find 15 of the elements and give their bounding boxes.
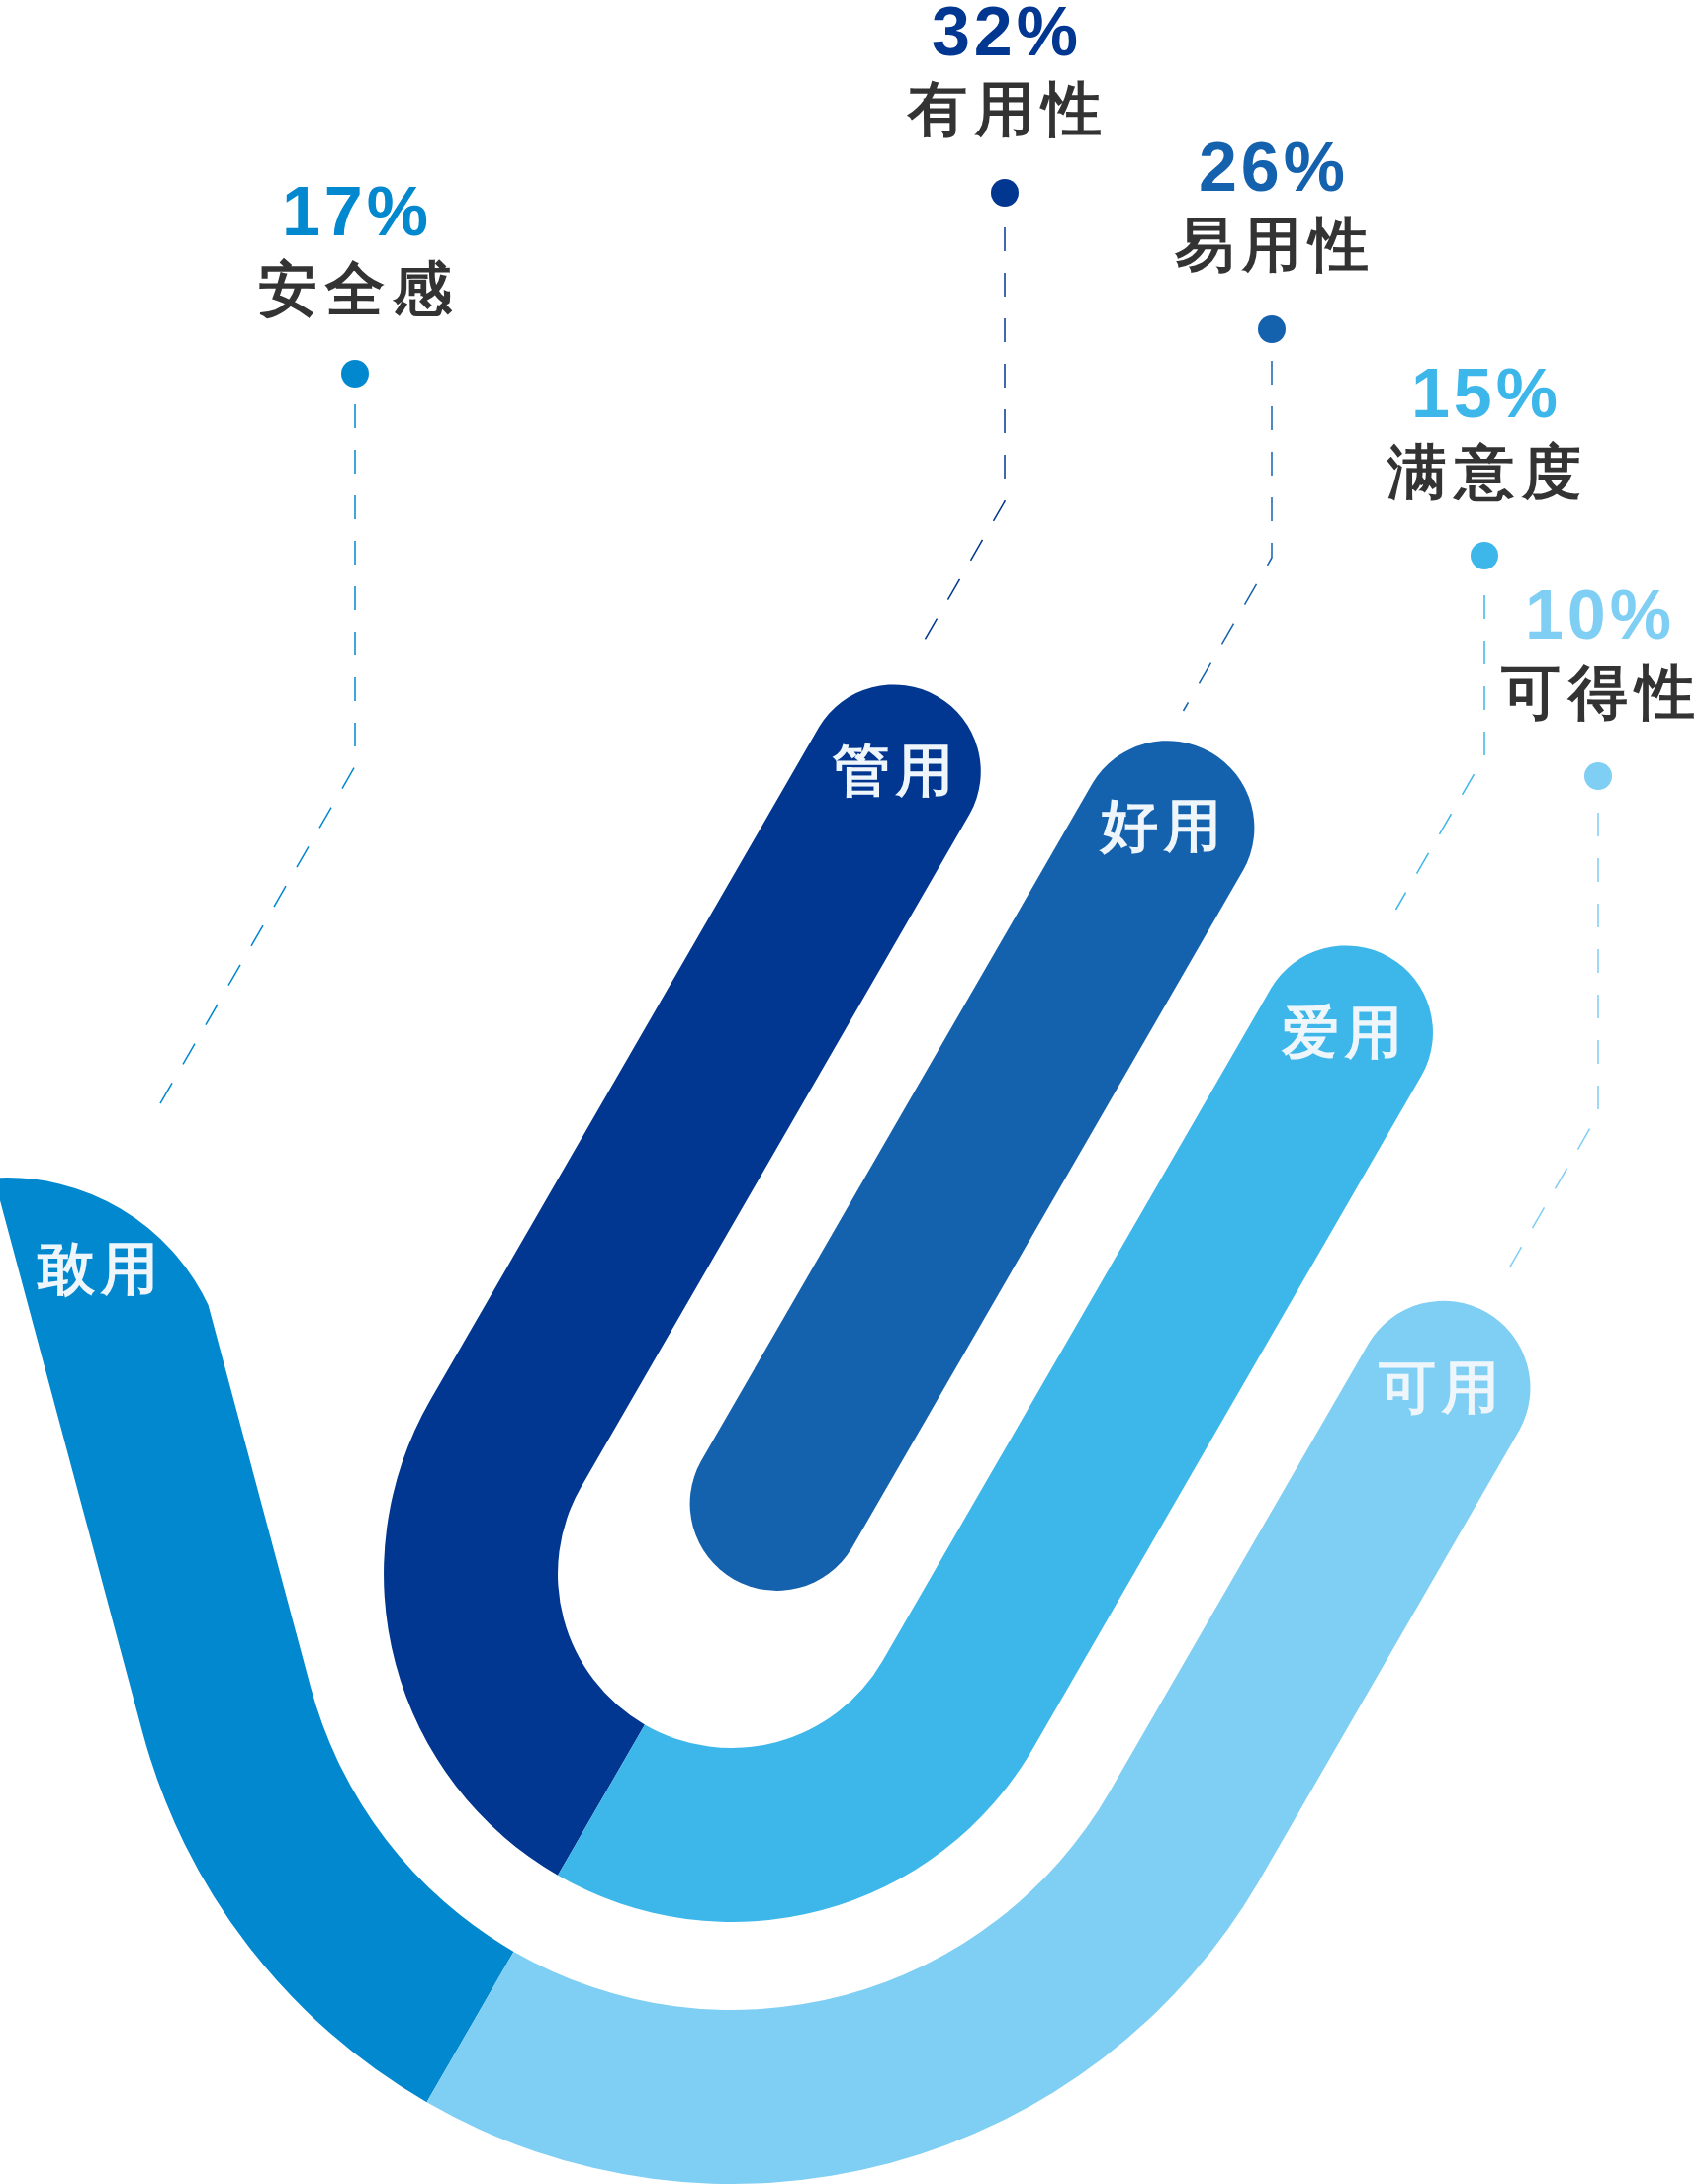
text: 爱用 bbox=[1281, 999, 1408, 1064]
category-label: 易用性 bbox=[1174, 211, 1377, 278]
category-label: 可得性 bbox=[1500, 658, 1700, 726]
category-label: 安全感 bbox=[258, 255, 460, 322]
category-label: 有用性 bbox=[906, 75, 1110, 142]
data-label: 17% bbox=[281, 173, 433, 250]
category-label: 满意度 bbox=[1387, 438, 1589, 505]
text: 敢用 bbox=[37, 1235, 164, 1300]
data-label: 15% bbox=[1410, 355, 1563, 432]
data-label: 26% bbox=[1198, 129, 1350, 206]
text: 好用 bbox=[1099, 792, 1227, 857]
text: 可用 bbox=[1378, 1354, 1505, 1419]
data-label: 10% bbox=[1524, 576, 1676, 654]
text: 管用 bbox=[832, 737, 959, 802]
data-label: 32% bbox=[931, 0, 1083, 70]
